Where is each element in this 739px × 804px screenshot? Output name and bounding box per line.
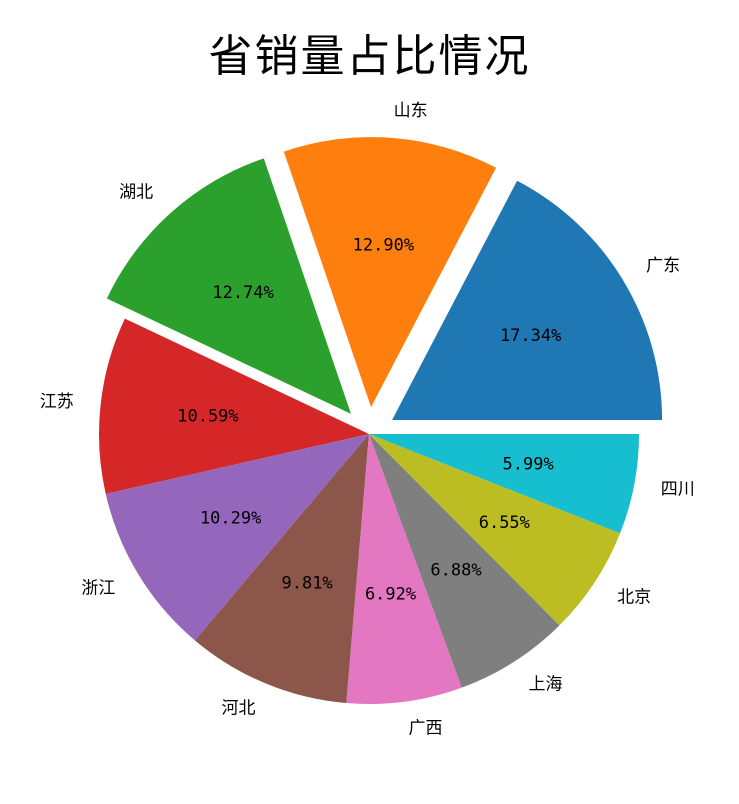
slice-label: 四川 <box>661 480 695 500</box>
slice-percentage: 6.88% <box>430 561 481 581</box>
slice-percentage: 6.92% <box>365 585 416 605</box>
pie-slice-1 <box>392 180 663 421</box>
slice-label: 山东 <box>394 101 428 121</box>
pie-slice-2 <box>283 137 497 408</box>
pie-slice-4 <box>99 318 370 494</box>
slice-percentage: 12.90% <box>353 236 414 256</box>
pie-slice-5 <box>105 434 370 641</box>
pie-slice-8 <box>369 434 560 688</box>
slice-label: 河北 <box>221 698 255 718</box>
pie-slice-10 <box>369 434 639 534</box>
slice-label: 浙江 <box>81 579 115 599</box>
slice-label: 北京 <box>617 587 651 607</box>
slice-percentage: 9.81% <box>281 574 332 594</box>
slice-label: 广东 <box>646 256 680 276</box>
slice-label: 广西 <box>408 718 442 738</box>
slice-percentage: 10.59% <box>177 406 238 426</box>
pie-slice-9 <box>369 434 621 626</box>
slice-percentage: 17.34% <box>500 326 561 346</box>
slice-percentage: 5.99% <box>503 454 554 474</box>
slice-percentage: 10.29% <box>200 508 261 528</box>
slice-percentage: 6.55% <box>479 513 530 533</box>
pie-slice-7 <box>346 434 462 704</box>
pie-slice-3 <box>106 158 352 414</box>
slice-label: 湖北 <box>119 182 153 202</box>
slice-label: 江苏 <box>40 392 74 412</box>
chart-title: 省销量占比情况 <box>208 31 531 82</box>
slice-label: 上海 <box>528 675 562 695</box>
pie-slice-6 <box>194 434 369 704</box>
slice-percentage: 12.74% <box>212 283 273 303</box>
